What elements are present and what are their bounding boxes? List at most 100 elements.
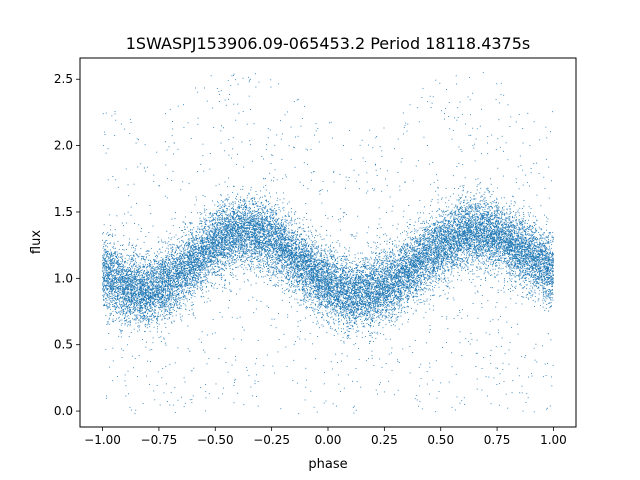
data-point <box>390 278 392 280</box>
data-point <box>475 238 477 240</box>
data-point <box>327 296 329 297</box>
data-point <box>384 309 386 311</box>
data-point <box>185 270 187 272</box>
data-point <box>398 298 400 300</box>
data-point <box>516 248 518 250</box>
data-point <box>183 104 184 106</box>
data-point <box>161 319 163 321</box>
data-point <box>355 278 357 280</box>
data-point <box>229 231 231 233</box>
data-point <box>186 284 188 286</box>
data-point <box>284 265 286 267</box>
data-point <box>485 376 487 378</box>
data-point <box>289 266 291 268</box>
data-point <box>364 284 366 286</box>
data-point <box>543 176 545 178</box>
data-point <box>478 239 480 241</box>
data-point <box>449 212 451 214</box>
data-point <box>135 274 137 276</box>
data-point <box>141 307 143 309</box>
data-point <box>504 254 506 256</box>
data-point <box>448 223 450 225</box>
data-point <box>212 219 214 221</box>
data-point <box>112 285 114 287</box>
data-point <box>287 274 289 276</box>
data-point <box>496 236 498 238</box>
data-point <box>471 239 473 241</box>
data-point <box>461 241 462 243</box>
data-point <box>205 232 207 234</box>
data-point <box>132 302 134 304</box>
data-point <box>255 250 257 252</box>
data-point <box>232 228 234 230</box>
data-point <box>512 270 513 272</box>
data-point <box>538 259 539 261</box>
data-point <box>419 239 421 241</box>
data-point <box>262 241 264 243</box>
data-point <box>212 236 214 238</box>
data-point <box>389 305 391 307</box>
data-point <box>162 290 164 292</box>
data-point <box>534 238 536 240</box>
data-point <box>402 298 404 300</box>
data-point <box>206 286 207 287</box>
data-point <box>206 250 208 252</box>
data-point <box>369 286 370 288</box>
data-point <box>186 234 187 236</box>
data-point <box>268 238 270 240</box>
data-point <box>474 257 476 259</box>
data-point <box>105 112 107 114</box>
data-point <box>490 241 492 243</box>
data-point <box>449 128 451 130</box>
data-point <box>495 241 497 242</box>
data-point <box>365 318 367 320</box>
data-point <box>166 293 168 295</box>
data-point <box>408 297 410 299</box>
data-point <box>497 167 499 169</box>
data-point <box>120 284 122 286</box>
data-point <box>258 223 260 225</box>
data-point <box>403 272 405 274</box>
data-point <box>490 238 492 240</box>
data-point <box>373 293 375 295</box>
data-point <box>468 243 470 245</box>
data-point <box>491 212 493 214</box>
data-point <box>144 283 146 285</box>
data-point <box>267 228 269 230</box>
data-point <box>320 291 322 293</box>
data-point <box>223 234 225 236</box>
data-point <box>468 237 470 238</box>
data-point <box>341 279 343 281</box>
data-point <box>208 258 210 259</box>
data-point <box>156 316 158 318</box>
data-point <box>335 292 337 294</box>
data-point <box>370 300 371 302</box>
data-point <box>194 249 196 251</box>
data-point <box>482 232 484 233</box>
data-point <box>322 262 324 264</box>
data-point <box>179 275 181 277</box>
data-point <box>333 297 335 299</box>
data-point <box>529 293 531 295</box>
data-point <box>435 229 437 231</box>
data-point <box>515 243 517 245</box>
data-point <box>232 209 234 210</box>
data-point <box>343 275 345 276</box>
data-point <box>204 222 206 224</box>
data-point <box>451 211 453 213</box>
data-point <box>275 231 277 233</box>
data-point <box>487 136 489 137</box>
data-point <box>324 249 326 251</box>
data-point <box>442 244 444 246</box>
data-point <box>461 220 463 222</box>
data-point <box>463 216 465 218</box>
data-point <box>533 163 535 165</box>
data-point <box>299 248 300 250</box>
data-point <box>436 220 438 222</box>
data-point <box>523 239 525 241</box>
data-point <box>188 290 190 292</box>
data-point <box>364 304 366 306</box>
data-point <box>476 207 478 209</box>
data-point <box>366 292 367 294</box>
data-point <box>476 216 478 218</box>
